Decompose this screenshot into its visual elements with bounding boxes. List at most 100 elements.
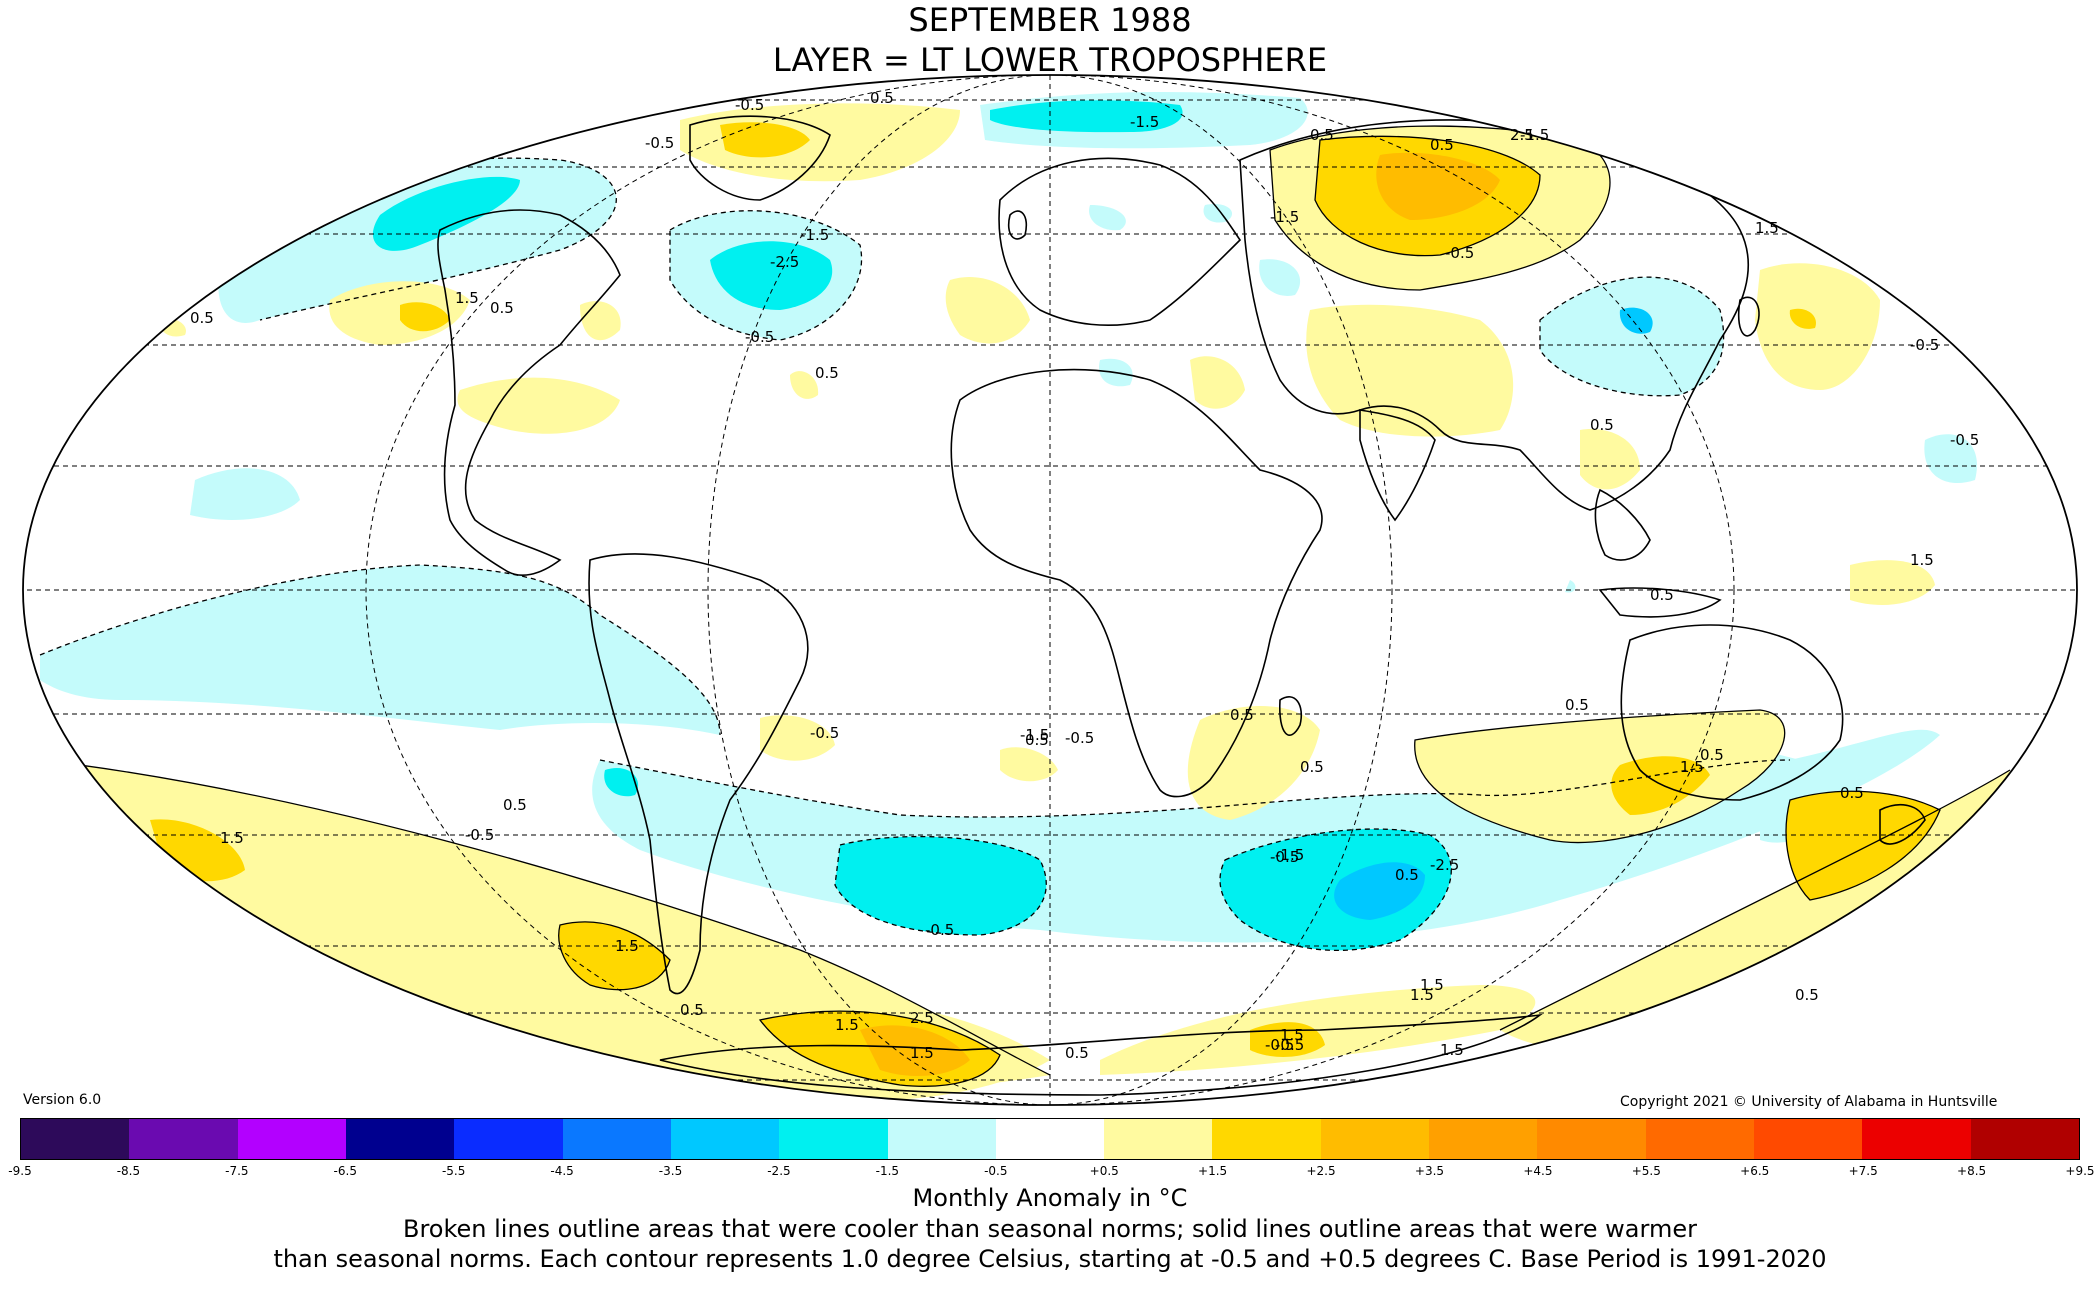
color-scale-segment bbox=[670, 1119, 780, 1159]
contour-label: 0.5 bbox=[1025, 731, 1049, 749]
map-subtitle: LAYER = LT LOWER TROPOSPHERE bbox=[772, 41, 1328, 79]
color-scale-segment bbox=[1862, 1119, 1971, 1159]
contour-label: -0.5 bbox=[1950, 431, 1979, 449]
color-scale-tick-label: +5.5 bbox=[1631, 1164, 1661, 1178]
warm-anomaly-regions-strongest bbox=[860, 152, 1500, 1076]
contour-label: -0.5 bbox=[1065, 729, 1094, 747]
cool-anomaly-regions-strongest bbox=[1334, 307, 1653, 920]
map-border bbox=[22, 74, 2078, 1106]
color-scale-segment bbox=[995, 1119, 1105, 1159]
color-scale-tick-label: -3.5 bbox=[658, 1164, 683, 1178]
contour-label: -2.5 bbox=[770, 253, 799, 271]
contour-label: -1.5 bbox=[1020, 726, 1049, 744]
color-scale-segment bbox=[129, 1119, 238, 1159]
contour-label: 1.5 bbox=[1410, 986, 1434, 1004]
contour-label: 1.5 bbox=[1420, 976, 1444, 994]
contour-label: -1.5 bbox=[800, 226, 829, 244]
legend-note-line1: Broken lines outline areas that were coo… bbox=[403, 1215, 1697, 1243]
copyright-label: Copyright 2021 © University of Alabama i… bbox=[1620, 1094, 1998, 1110]
contour-label: -0.5 bbox=[925, 921, 954, 939]
color-scale-tick-label: -9.5 bbox=[8, 1164, 32, 1178]
contour-label: -1.5 bbox=[1270, 208, 1299, 226]
legend-note-line2: than seasonal norms. Each contour repres… bbox=[273, 1245, 1827, 1273]
contour-label: 1.5 bbox=[910, 1044, 934, 1062]
contour-label: -0.5 bbox=[1445, 244, 1474, 262]
color-scale-tick-label: -5.5 bbox=[441, 1164, 466, 1178]
color-scale-segment bbox=[1212, 1119, 1321, 1159]
color-scale-segment bbox=[454, 1119, 563, 1159]
contour-label: 0.5 bbox=[1840, 784, 1864, 802]
color-scale-tick-label: +9.5 bbox=[2065, 1164, 2095, 1178]
contour-label: -1.5 bbox=[1520, 126, 1549, 144]
contour-label: 1.5 bbox=[455, 289, 479, 307]
color-scale-segment bbox=[562, 1119, 671, 1159]
color-scale-ticks: -9.5 -8.5 -7.5 -6.5 -5.5 -4.5 -3.5 -2.5 -1.5 -0.5… bbox=[8, 1164, 2094, 1180]
contour-label: 1.5 bbox=[1440, 1041, 1464, 1059]
color-scale-segment bbox=[887, 1119, 996, 1159]
contour-label: 0.5 bbox=[1300, 758, 1324, 776]
color-scale-segment bbox=[1970, 1119, 2079, 1159]
contour-label: -0.5 bbox=[745, 328, 774, 346]
color-scale-tick-label: +1.5 bbox=[1198, 1164, 1228, 1178]
contour-label: 0.5 bbox=[1230, 706, 1254, 724]
contour-label: 0.5 bbox=[1310, 126, 1334, 144]
contour-label: 0.5 bbox=[1395, 866, 1419, 884]
contour-label: -0.5 bbox=[465, 826, 494, 844]
contour-label: 0.5 bbox=[1700, 746, 1724, 764]
color-scale-tick-label: -8.5 bbox=[116, 1164, 141, 1178]
color-scale-segment bbox=[1104, 1119, 1213, 1159]
contour-label: 2.5 bbox=[1510, 126, 1534, 144]
contour-label: -0.5 bbox=[735, 96, 764, 114]
contour-labels: -0.5 0.5-0.5-1.5-2.5-1.50.51.50.5-0.5-1.5… bbox=[190, 89, 1979, 1062]
map-title: SEPTEMBER 1988 bbox=[908, 1, 1192, 39]
contour-label: 0.5 bbox=[680, 1001, 704, 1019]
contour-label: 0.5 bbox=[815, 364, 839, 382]
color-scale-tick-label: +4.5 bbox=[1523, 1164, 1553, 1178]
contour-label: 0.5 bbox=[490, 299, 514, 317]
contour-label: 1.5 bbox=[1755, 219, 1779, 237]
color-scale-tick-label: +3.5 bbox=[1414, 1164, 1445, 1178]
contour-label: 1.5 bbox=[220, 829, 244, 847]
color-scale-bar bbox=[20, 1118, 2080, 1160]
contour-label: 0.5 bbox=[1650, 586, 1674, 604]
contour-label: 0.5 bbox=[1565, 696, 1589, 714]
contour-label: 2.5 bbox=[910, 1009, 934, 1027]
version-label: Version 6.0 bbox=[23, 1092, 102, 1108]
contour-label: 1.5 bbox=[835, 1016, 859, 1034]
color-scale-tick-label: +8.5 bbox=[1957, 1164, 1987, 1178]
contour-label: 1.5 bbox=[1680, 758, 1704, 776]
contour-label: 0.5 bbox=[870, 89, 894, 107]
contour-label: 1.5 bbox=[615, 937, 639, 955]
color-scale-segment bbox=[345, 1119, 455, 1159]
color-scale-tick-label: -0.5 bbox=[984, 1164, 1008, 1178]
color-scale-tick-label: +0.5 bbox=[1089, 1164, 1119, 1178]
color-scale-tick-label: -2.5 bbox=[767, 1164, 791, 1178]
color-scale-segment bbox=[237, 1119, 346, 1159]
contour-label: 0.5 bbox=[1590, 416, 1614, 434]
contour-label: -0.5 bbox=[1910, 336, 1939, 354]
color-scale-tick-label: -6.5 bbox=[333, 1164, 357, 1178]
contour-label: -0.5 bbox=[1275, 1036, 1304, 1054]
contour-label: 0.5 bbox=[1430, 136, 1454, 154]
contour-label: -0.5 bbox=[645, 134, 674, 152]
color-scale-segment bbox=[1429, 1119, 1538, 1159]
contour-label: 0.5 bbox=[1795, 986, 1819, 1004]
color-scale-tick-label: -7.5 bbox=[225, 1164, 249, 1178]
color-scale-tick-label: +2.5 bbox=[1306, 1164, 1336, 1178]
color-scale-tick-label: +7.5 bbox=[1848, 1164, 1878, 1178]
color-scale-segment bbox=[1645, 1119, 1754, 1159]
color-scale-label: Monthly Anomaly in °C bbox=[912, 1184, 1188, 1212]
contour-label: -1.5 bbox=[1275, 846, 1304, 864]
color-scale-segment bbox=[779, 1119, 888, 1159]
color-scale-tick-label: -4.5 bbox=[550, 1164, 574, 1178]
contour-label: -0.5 bbox=[1270, 848, 1299, 866]
contour-label: -1.5 bbox=[1130, 113, 1159, 131]
color-scale-segment bbox=[1537, 1119, 1646, 1159]
warm-contour-lines bbox=[39, 125, 2011, 1087]
contour-label: -2.5 bbox=[1430, 856, 1459, 874]
contour-label: 0.5 bbox=[1065, 1044, 1089, 1062]
contour-label: -0.5 bbox=[810, 724, 839, 742]
color-scale-segment bbox=[1754, 1119, 1863, 1159]
contour-label: -0.5 bbox=[1265, 1036, 1294, 1054]
